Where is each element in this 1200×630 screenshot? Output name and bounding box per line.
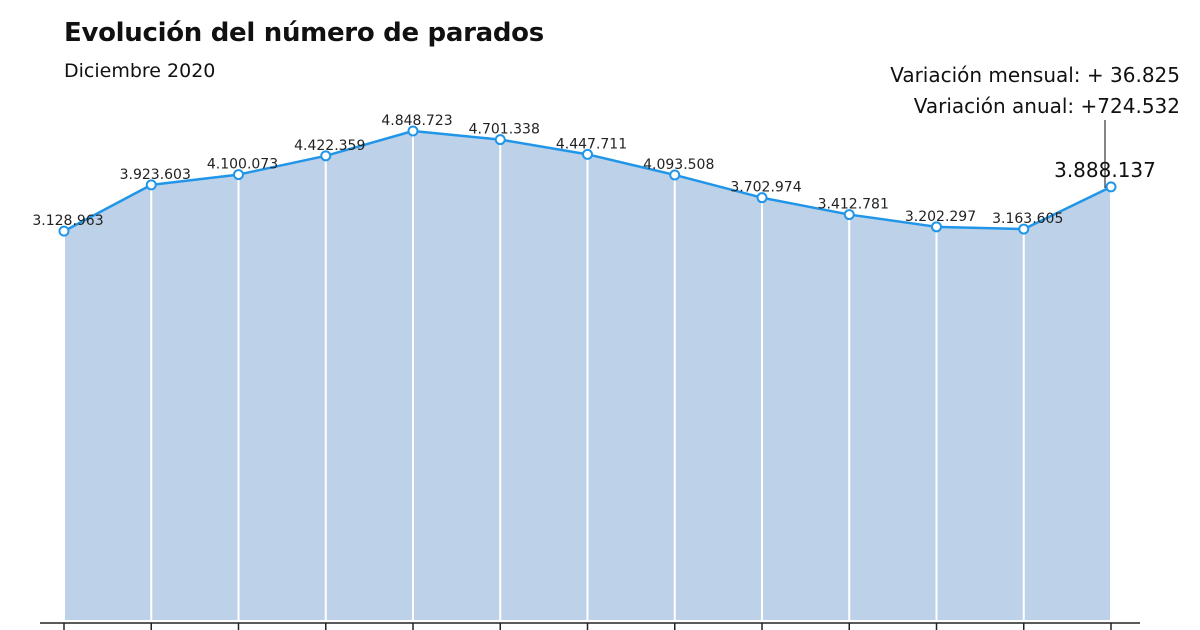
data-label: 3.128.963 [32, 213, 103, 229]
data-label: 4.422.359 [294, 138, 365, 154]
data-point [58, 225, 70, 237]
data-point [1018, 223, 1030, 235]
data-label: 4.100.073 [207, 157, 278, 173]
data-label: 4.447.711 [556, 136, 627, 152]
data-point [756, 192, 768, 204]
data-point [145, 179, 157, 191]
monthly-variation: Variación mensual: + 36.825 [890, 63, 1180, 87]
variation-annotation: Variación mensual: + 36.825 Variación an… [890, 60, 1180, 122]
data-point [320, 150, 332, 162]
data-point [494, 134, 506, 146]
data-label: 3.888.137 [1054, 158, 1156, 182]
data-point [931, 221, 942, 233]
data-label: 4.701.338 [469, 122, 540, 138]
annual-variation: Variación anual: +724.532 [913, 94, 1180, 118]
data-label: 3.163.605 [992, 211, 1063, 227]
data-point [582, 148, 593, 160]
data-label: 4.848.723 [381, 113, 452, 129]
chart-title: Evolución del número de parados [64, 18, 544, 48]
chart-subtitle: Diciembre 2020 [64, 60, 216, 82]
data-point [1105, 181, 1117, 193]
data-label: 3.412.781 [818, 197, 889, 213]
data-point [233, 169, 244, 181]
data-point [669, 169, 681, 181]
data-label: 3.702.974 [730, 180, 801, 196]
data-point [407, 125, 419, 137]
data-label: 4.093.508 [643, 157, 714, 173]
data-label: 3.202.297 [905, 209, 976, 225]
data-point [843, 209, 855, 221]
data-label: 3.923.603 [120, 167, 191, 183]
